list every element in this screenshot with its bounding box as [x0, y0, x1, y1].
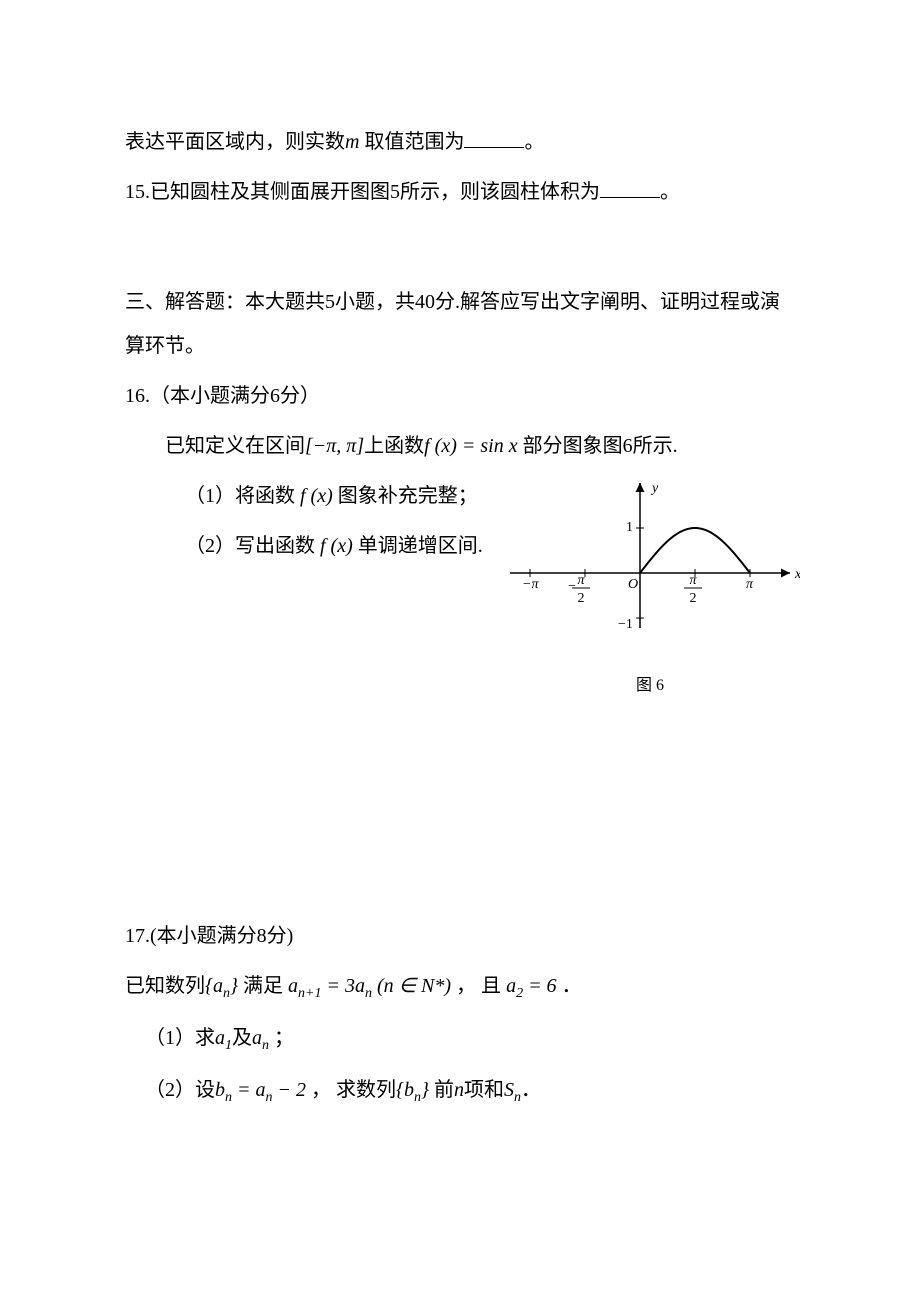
q17-intro-a: 已知数列 [125, 975, 205, 997]
q14-end: 。 [524, 131, 544, 153]
q14-text-a: 表达平面区域内，则实数 [125, 131, 345, 153]
q17-p1-e: ； [269, 1027, 294, 1049]
svg-text:π: π [746, 577, 754, 592]
q17-p2-c: ， 求数列 [306, 1079, 396, 1101]
q17-p2-i: ． [521, 1079, 541, 1101]
q17-p1-a: （1）求 [145, 1027, 215, 1049]
svg-text:−π: −π [522, 577, 539, 592]
q17-p2-a: （2）设 [145, 1079, 215, 1101]
q16-func: f (x) = sin x [424, 435, 517, 457]
q14-continuation: 表达平面区域内，则实数m 取值范围为 。 [125, 120, 795, 164]
svg-text:π: π [689, 573, 697, 588]
q14-var-m: m [345, 131, 359, 153]
q17-intro: 已知数列{an} 满足 an+1 = 3an (n ∈ N*) ， 且 a2 =… [125, 964, 795, 1010]
q16-intro-a: 已知定义在区间 [165, 435, 305, 457]
q17-header-text: 17.(本小题满分8分) [125, 925, 293, 947]
q16-p2-a: （2）写出函数 [185, 535, 315, 557]
q17-p2-sn: Sn [504, 1079, 521, 1101]
q17-part2: （2）设bn = an − 2 ， 求数列{bn} 前n项和Sn． [125, 1068, 795, 1114]
section-three-header: 三、解答题：本大题共5小题，共40分.解答应写出文字阐明、证明过程或演算环节。 [125, 280, 795, 368]
q15-blank [600, 178, 660, 198]
figure-6: yxO1−1−πππ2−π2 图 6 [500, 478, 800, 703]
q16-p1-b: 图象补充完整； [338, 485, 478, 507]
q16-p1-a: （1）将函数 [185, 485, 295, 507]
q17-intro-c: ， 且 [451, 975, 501, 997]
svg-text:1: 1 [626, 520, 633, 535]
q17-p2-bn: bn = an − 2 [215, 1079, 306, 1101]
q16-p1-f: f (x) [295, 485, 338, 507]
figure-6-caption: 图 6 [500, 668, 800, 703]
svg-text:−1: −1 [618, 617, 633, 632]
svg-text:O: O [628, 577, 638, 592]
q16-intro: 已知定义在区间[−π, π]上函数f (x) = sin x 部分图象图6所示. [125, 424, 795, 468]
q17-a2: a2 = 6 [501, 975, 562, 997]
q17-p2-g: 项和 [464, 1079, 504, 1101]
q17-p1-an: an [252, 1027, 269, 1049]
q15-end: 。 [660, 181, 680, 203]
svg-text:2: 2 [578, 591, 585, 606]
q17-intro-d: ． [562, 975, 582, 997]
q15-text: 15.已知圆柱及其侧面展开图图5所示，则该圆柱体积为 [125, 181, 600, 203]
svg-text:−: − [568, 579, 576, 594]
q14-text-b: 取值范围为 [359, 131, 464, 153]
svg-text:x: x [794, 567, 800, 582]
q17-part1: （1）求a1及an ； [125, 1016, 795, 1062]
q16-interval: [−π, π] [305, 435, 364, 457]
q16-p2-b: 单调递增区间. [358, 535, 483, 557]
figure-6-svg: yxO1−1−πππ2−π2 [500, 478, 800, 648]
q17-p1-a1: a1 [215, 1027, 232, 1049]
q15: 15.已知圆柱及其侧面展开图图5所示，则该圆柱体积为 。 [125, 170, 795, 214]
q17-header: 17.(本小题满分8分) [125, 914, 795, 958]
q17-p2-n: n [454, 1079, 464, 1101]
q16-intro-b: 上函数 [364, 435, 424, 457]
q17-p1-c: 及 [232, 1027, 252, 1049]
svg-text:y: y [650, 481, 659, 496]
q14-blank [464, 128, 524, 148]
q17-p2-seq: {bn} [396, 1079, 429, 1101]
svg-text:2: 2 [690, 591, 697, 606]
q16-header: 16.（本小题满分6分） [125, 374, 795, 418]
svg-text:π: π [577, 573, 585, 588]
q17-rec: an+1 = 3an (n ∈ N*) [288, 975, 451, 997]
q16-intro-c: 部分图象图6所示. [518, 435, 678, 457]
q16-header-text: 16.（本小题满分6分） [125, 385, 320, 407]
q17-intro-b: 满足 [238, 975, 288, 997]
q17-seq1: {an} [205, 975, 238, 997]
q17-p2-e: 前 [429, 1079, 454, 1101]
q16-p2-f: f (x) [315, 535, 358, 557]
section-three-text: 三、解答题：本大题共5小题，共40分.解答应写出文字阐明、证明过程或演算环节。 [125, 291, 780, 357]
